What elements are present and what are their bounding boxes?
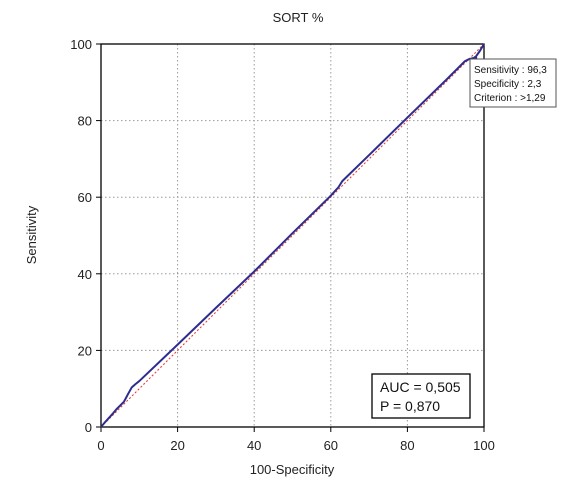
- x-tick-label: 100: [473, 438, 495, 453]
- x-tick-label: 0: [97, 438, 104, 453]
- tooltip-sensitivity: Sensitivity : 96,3: [474, 65, 547, 76]
- tooltip-criterion: Criterion : >1,29: [474, 93, 546, 104]
- x-tick-label: 80: [400, 438, 414, 453]
- auc-stats-box: AUC = 0,505 P = 0,870: [371, 373, 471, 419]
- plot-frame: [100, 43, 485, 428]
- auc-value: AUC = 0,505: [380, 379, 461, 395]
- y-axis-title: Sensitivity: [24, 205, 39, 264]
- tooltip-specificity: Specificity : 2,3: [474, 79, 542, 90]
- criterion-tooltip: Sensitivity : 96,3 Specificity : 2,3 Cri…: [469, 58, 557, 108]
- x-tick-label: 60: [324, 438, 338, 453]
- y-tick-label: 20: [78, 343, 92, 358]
- x-axis-title: 100-Specificity: [250, 462, 335, 477]
- y-tick-label: 60: [78, 190, 92, 205]
- chart-title: SORT %: [273, 10, 324, 25]
- y-tick-label: 0: [85, 420, 92, 435]
- y-tick-label: 80: [78, 114, 92, 129]
- reference-diagonal-line: [100, 43, 485, 428]
- x-tick-label: 40: [247, 438, 261, 453]
- x-tick-label: 20: [170, 438, 184, 453]
- axis-ticks: 0 20 40 60 80 100 0 20 40 60 80 100: [70, 37, 495, 453]
- p-value: P = 0,870: [380, 398, 440, 414]
- y-tick-label: 40: [78, 267, 92, 282]
- series-layer: [100, 43, 485, 428]
- y-tick-label: 100: [70, 37, 92, 52]
